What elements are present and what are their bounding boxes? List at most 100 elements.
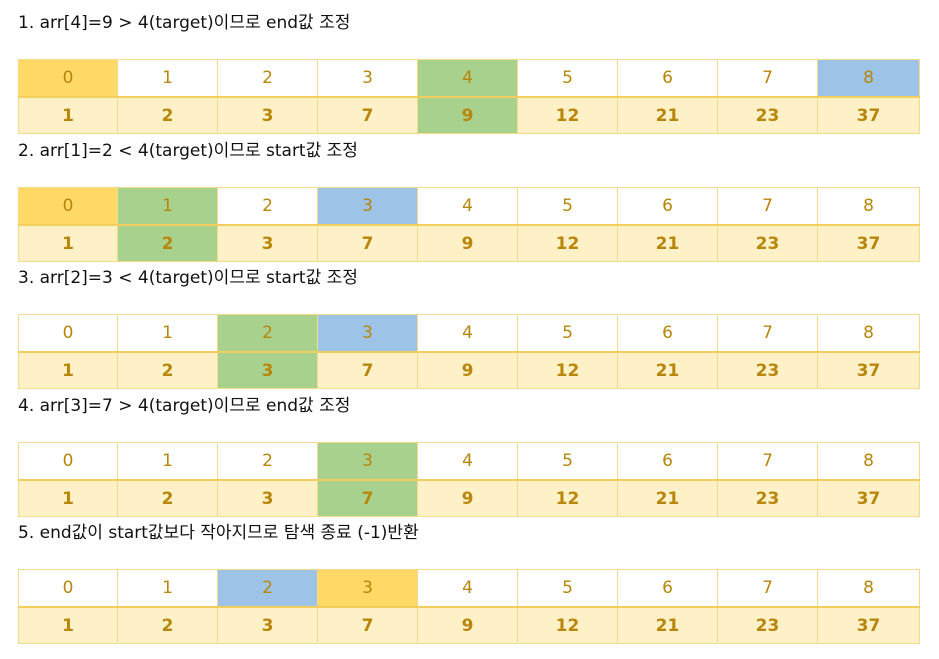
index-cell: 0 (18, 570, 118, 606)
index-cell: 1 (118, 60, 218, 96)
value-cell: 2 (118, 481, 218, 516)
index-cell: 6 (618, 188, 718, 224)
value-cell: 3 (218, 353, 318, 388)
value-row: 1 2 3 7 9 12 21 23 37 (18, 226, 920, 262)
value-cell: 23 (718, 353, 818, 388)
value-cell: 9 (418, 353, 518, 388)
index-cell: 4 (418, 60, 518, 96)
value-cell: 7 (318, 98, 418, 133)
index-cell: 6 (618, 570, 718, 606)
index-cell: 3 (318, 188, 418, 224)
value-cell: 3 (218, 98, 318, 133)
value-cell: 9 (418, 608, 518, 643)
index-cell: 5 (518, 315, 618, 351)
index-cell: 8 (818, 443, 920, 479)
value-cell: 23 (718, 98, 818, 133)
index-cell: 2 (218, 315, 318, 351)
value-cell: 7 (318, 226, 418, 261)
index-cell: 1 (118, 570, 218, 606)
step-caption: 5. end값이 start값보다 작아지므로 탐색 종료 (-1)반환 (18, 523, 419, 543)
value-cell: 9 (418, 481, 518, 516)
index-cell: 2 (218, 443, 318, 479)
step-caption: 3. arr[2]=3 < 4(target)이므로 start값 조정 (18, 268, 358, 288)
value-cell: 21 (618, 608, 718, 643)
index-cell: 3 (318, 60, 418, 96)
index-cell: 7 (718, 315, 818, 351)
index-cell: 3 (318, 315, 418, 351)
index-cell: 4 (418, 188, 518, 224)
step-caption: 2. arr[1]=2 < 4(target)이므로 start값 조정 (18, 141, 358, 161)
index-cell: 7 (718, 570, 818, 606)
value-cell: 9 (418, 98, 518, 133)
step-caption: 1. arr[4]=9 > 4(target)이므로 end값 조정 (18, 13, 351, 33)
value-cell: 2 (118, 608, 218, 643)
index-cell: 5 (518, 188, 618, 224)
index-cell: 3 (318, 570, 418, 606)
value-cell: 3 (218, 226, 318, 261)
index-cell: 0 (18, 188, 118, 224)
index-cell: 8 (818, 570, 920, 606)
value-row: 1 2 3 7 9 12 21 23 37 (18, 353, 920, 389)
index-cell: 1 (118, 443, 218, 479)
value-cell: 21 (618, 353, 718, 388)
value-cell: 1 (18, 481, 118, 516)
index-cell: 7 (718, 443, 818, 479)
value-cell: 37 (818, 481, 920, 516)
index-cell: 2 (218, 570, 318, 606)
value-cell: 23 (718, 608, 818, 643)
index-cell: 2 (218, 60, 318, 96)
index-cell: 6 (618, 443, 718, 479)
index-cell: 8 (818, 188, 920, 224)
index-cell: 0 (18, 60, 118, 96)
value-cell: 21 (618, 226, 718, 261)
value-cell: 12 (518, 481, 618, 516)
array-table: 0 1 2 3 4 5 6 7 8 1 2 3 7 9 12 21 23 37 (18, 59, 920, 134)
value-cell: 37 (818, 353, 920, 388)
value-cell: 37 (818, 226, 920, 261)
index-cell: 0 (18, 443, 118, 479)
value-cell: 7 (318, 608, 418, 643)
index-cell: 6 (618, 315, 718, 351)
value-cell: 12 (518, 226, 618, 261)
array-table: 0 1 2 3 4 5 6 7 8 1 2 3 7 9 12 21 23 37 (18, 314, 920, 389)
value-cell: 7 (318, 481, 418, 516)
index-cell: 8 (818, 315, 920, 351)
index-cell: 4 (418, 570, 518, 606)
value-cell: 3 (218, 608, 318, 643)
index-cell: 2 (218, 188, 318, 224)
index-cell: 0 (18, 315, 118, 351)
value-cell: 1 (18, 98, 118, 133)
index-cell: 4 (418, 443, 518, 479)
index-cell: 8 (818, 60, 920, 96)
index-cell: 4 (418, 315, 518, 351)
value-row: 1 2 3 7 9 12 21 23 37 (18, 481, 920, 517)
value-cell: 2 (118, 226, 218, 261)
value-cell: 3 (218, 481, 318, 516)
index-cell: 5 (518, 60, 618, 96)
value-cell: 23 (718, 226, 818, 261)
value-cell: 2 (118, 353, 218, 388)
array-table: 0 1 2 3 4 5 6 7 8 1 2 3 7 9 12 21 23 37 (18, 187, 920, 262)
value-cell: 1 (18, 353, 118, 388)
index-cell: 1 (118, 188, 218, 224)
value-cell: 1 (18, 226, 118, 261)
index-cell: 7 (718, 60, 818, 96)
index-cell: 6 (618, 60, 718, 96)
value-cell: 12 (518, 353, 618, 388)
index-cell: 7 (718, 188, 818, 224)
index-cell: 1 (118, 315, 218, 351)
value-cell: 7 (318, 353, 418, 388)
value-cell: 9 (418, 226, 518, 261)
index-cell: 5 (518, 443, 618, 479)
value-cell: 21 (618, 98, 718, 133)
index-cell: 3 (318, 443, 418, 479)
value-cell: 23 (718, 481, 818, 516)
array-table: 0 1 2 3 4 5 6 7 8 1 2 3 7 9 12 21 23 37 (18, 442, 920, 517)
value-cell: 12 (518, 608, 618, 643)
value-row: 1 2 3 7 9 12 21 23 37 (18, 608, 920, 644)
value-cell: 2 (118, 98, 218, 133)
value-cell: 37 (818, 608, 920, 643)
